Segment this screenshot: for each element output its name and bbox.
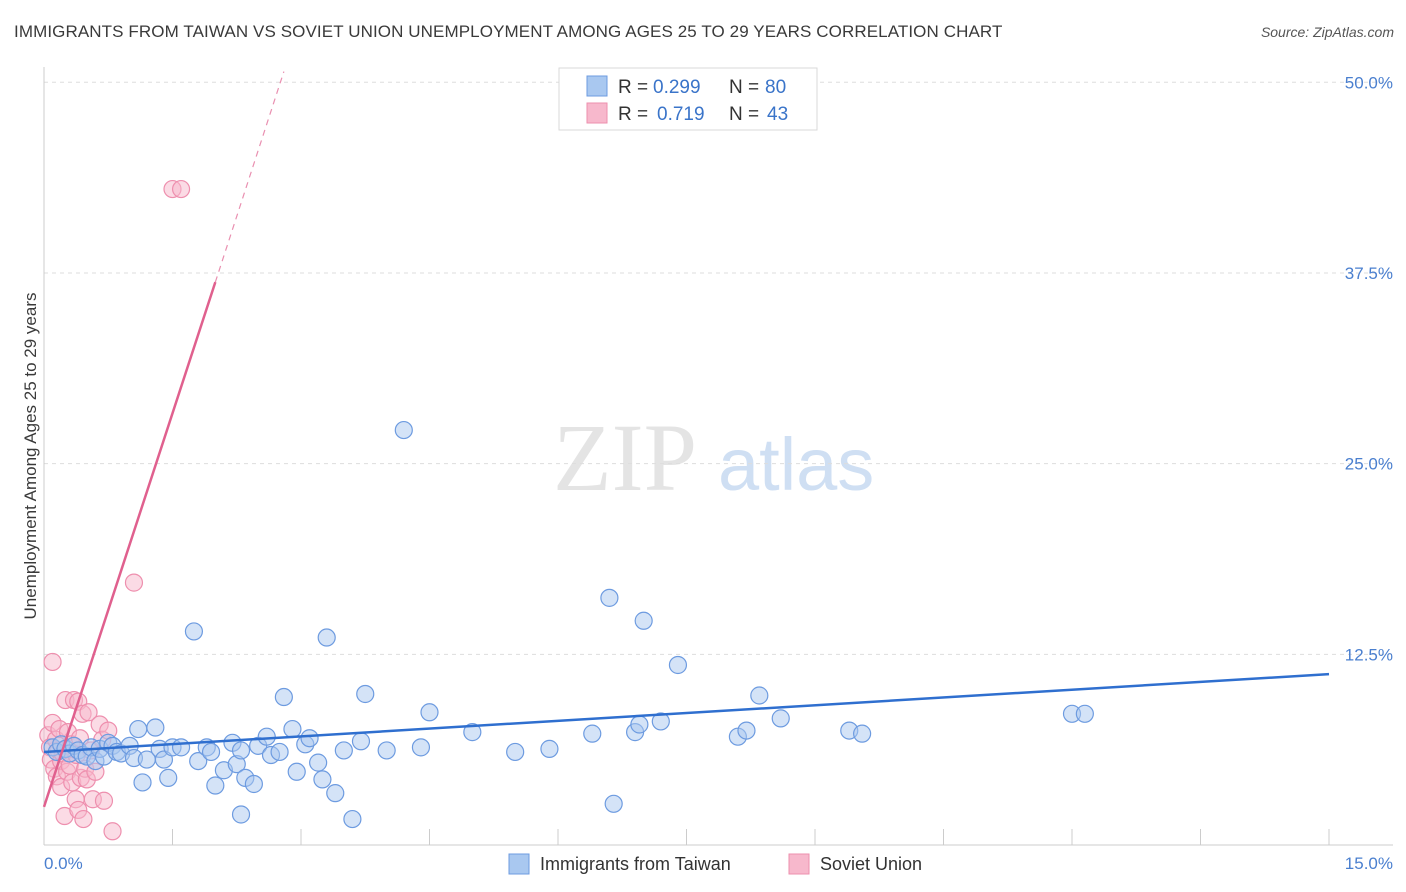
soviet-point — [79, 703, 98, 722]
soviet-point — [124, 573, 144, 592]
taiwan-point — [604, 794, 623, 813]
taiwan-point — [184, 622, 204, 641]
soviet-point — [74, 809, 93, 829]
x-tick-label-min: 0.0% — [44, 854, 83, 873]
legend: R = 0.299 N = 80 R = 0.719 N = 43 — [558, 67, 818, 131]
taiwan-point — [317, 628, 336, 647]
taiwan-point — [771, 709, 790, 728]
legend-n-value-taiwan: 80 — [765, 77, 786, 98]
soviet-point — [94, 791, 114, 810]
grid-lines — [44, 81, 1393, 655]
source-credit: Source: ZipAtlas.com — [1260, 24, 1394, 40]
legend-n-label-taiwan: N = — [729, 77, 759, 98]
legend-r-label-taiwan: R = — [618, 77, 648, 98]
taiwan-point — [668, 655, 688, 675]
taiwan-point — [231, 805, 251, 824]
taiwan-point — [129, 719, 148, 739]
taiwan-point — [201, 742, 221, 762]
legend-r-value-soviet: 0.719 — [657, 104, 705, 125]
taiwan-point — [351, 732, 371, 751]
soviet-union-points — [39, 179, 191, 841]
y-tick-labels: 12.5% 25.0% 37.5% 50.0% — [1345, 73, 1393, 664]
taiwan-point — [356, 684, 375, 704]
taiwan-point — [737, 721, 756, 740]
y-tick-label: 25.0% — [1345, 455, 1393, 474]
bottom-legend-taiwan: Immigrants from Taiwan — [540, 854, 731, 874]
watermark-atlas: atlas — [718, 423, 874, 506]
taiwan-trend-line — [43, 672, 1330, 754]
legend-swatch-soviet — [586, 102, 608, 124]
taiwan-point — [270, 742, 289, 762]
soviet-point — [171, 179, 191, 199]
taiwan-point — [287, 762, 306, 781]
taiwan-point — [634, 611, 653, 630]
taiwan-point — [171, 738, 191, 757]
trend-lines — [42, 71, 1330, 808]
taiwan-point — [309, 753, 328, 772]
taiwan-point — [300, 729, 319, 748]
taiwan-point — [506, 742, 525, 762]
taiwan-point — [159, 768, 178, 787]
taiwan-point — [750, 686, 769, 705]
taiwan-point — [600, 588, 619, 607]
taiwan-point — [146, 718, 165, 737]
taiwan-point — [244, 774, 263, 794]
axes — [43, 67, 1393, 846]
taiwan-point — [394, 420, 413, 440]
x-tick-label-max: 15.0% — [1345, 854, 1393, 873]
y-tick-label: 37.5% — [1345, 264, 1393, 283]
soviet-trend-line — [42, 281, 217, 808]
taiwan-point — [326, 784, 345, 803]
soviet-trend-line-extension — [214, 71, 285, 283]
taiwan-point — [189, 751, 208, 771]
taiwan-point — [630, 715, 649, 734]
soviet-point — [43, 652, 62, 672]
taiwan-point — [651, 712, 670, 731]
taiwan-point — [1075, 704, 1094, 723]
legend-r-label-soviet: R = — [618, 104, 648, 125]
taiwan-point — [231, 741, 251, 760]
y-tick-label: 12.5% — [1345, 645, 1393, 664]
taiwan-point — [377, 741, 396, 760]
taiwan-point — [274, 687, 293, 707]
bottom-legend-swatch-soviet — [788, 853, 810, 875]
taiwan-point — [257, 727, 276, 746]
taiwan-point — [583, 724, 602, 743]
legend-n-label-soviet: N = — [729, 104, 759, 125]
soviet-point — [103, 822, 122, 841]
taiwan-point — [343, 809, 362, 829]
taiwan-point — [133, 773, 152, 792]
watermark-zip: ZIP — [553, 404, 697, 511]
bottom-legend: Immigrants from Taiwan Soviet Union — [508, 853, 922, 875]
bottom-legend-soviet: Soviet Union — [820, 854, 922, 874]
taiwan-point — [853, 724, 872, 743]
y-tick-label: 50.0% — [1345, 73, 1393, 92]
taiwan-point — [334, 741, 353, 760]
taiwan-point — [206, 776, 225, 795]
x-ticks — [172, 829, 1330, 845]
taiwan-point — [463, 723, 482, 742]
bottom-legend-swatch-taiwan — [508, 853, 530, 875]
taiwan-point — [313, 770, 332, 789]
legend-r-value-taiwan: 0.299 — [653, 77, 701, 98]
taiwan-point — [540, 739, 559, 758]
chart-title: IMMIGRANTS FROM TAIWAN VS SOVIET UNION U… — [14, 22, 1003, 41]
taiwan-point — [283, 719, 302, 739]
taiwan-point — [420, 703, 439, 722]
y-axis-label: Unemployment Among Ages 25 to 29 years — [21, 293, 40, 620]
legend-n-value-soviet: 43 — [767, 104, 788, 125]
taiwan-point — [411, 738, 431, 757]
legend-swatch-taiwan — [586, 75, 608, 97]
